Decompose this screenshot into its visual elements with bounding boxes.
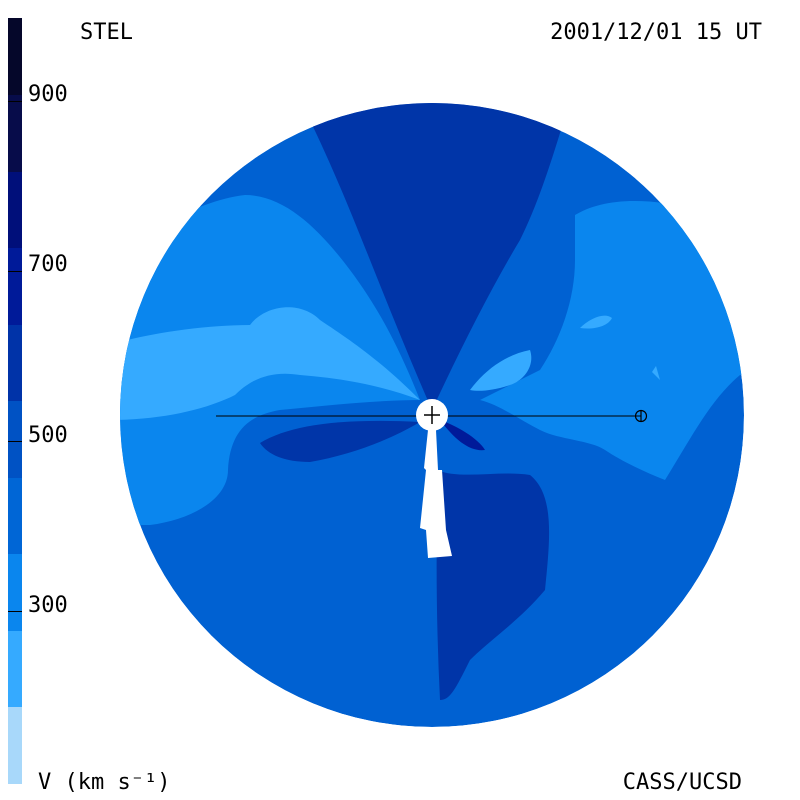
velocity-region-600 bbox=[300, 103, 570, 410]
timestamp-label: 2001/12/01 15 UT bbox=[550, 20, 762, 45]
velocity-region-400 bbox=[480, 200, 744, 480]
velocity-region-300 bbox=[470, 350, 532, 391]
colorbar-tickmark-500 bbox=[8, 441, 22, 442]
velocity-region-600 bbox=[436, 470, 550, 700]
credit-label: CASS/UCSD bbox=[622, 770, 742, 795]
colorbar-segment bbox=[8, 171, 22, 248]
colorbar-tick-label: 900 bbox=[28, 82, 68, 107]
observatory-label: STEL bbox=[80, 20, 133, 45]
colorbar-segment bbox=[8, 324, 22, 401]
velocity-colorbar bbox=[8, 18, 22, 784]
colorbar-tickmark-900 bbox=[8, 101, 22, 102]
colorbar-tickmark-700 bbox=[8, 271, 22, 272]
data-gap-wedge bbox=[420, 430, 452, 558]
colorbar-tick-label: 300 bbox=[28, 593, 68, 618]
velocity-region-700 bbox=[440, 420, 485, 451]
velocity-region-600 bbox=[260, 420, 420, 462]
velocity-region-300 bbox=[580, 315, 612, 329]
colorbar-segment bbox=[8, 706, 22, 784]
colorbar-segment bbox=[8, 400, 22, 478]
colorbar-segment bbox=[8, 18, 22, 95]
colorbar-tick-label: 700 bbox=[28, 252, 68, 277]
colorbar-tick-label: 500 bbox=[28, 423, 68, 448]
colorbar-tickmark-300 bbox=[8, 611, 22, 612]
velocity-region-300 bbox=[652, 366, 660, 380]
colorbar-segment bbox=[8, 94, 22, 172]
velocity-region-300 bbox=[120, 307, 420, 420]
colorbar-segment bbox=[8, 477, 22, 554]
colorbar-segment bbox=[8, 630, 22, 707]
colorbar-unit-label: V (km s⁻¹) bbox=[38, 770, 171, 795]
colorbar-segment bbox=[8, 247, 22, 325]
